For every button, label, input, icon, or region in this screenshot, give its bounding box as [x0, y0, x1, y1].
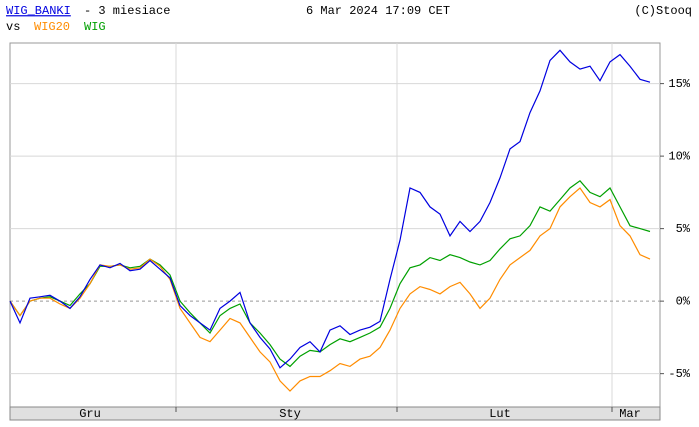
subtitle: - 3 miesiace	[84, 4, 170, 18]
y-tick-label: 10%	[668, 149, 690, 163]
legend-entry[interactable]: WIG20	[34, 20, 70, 34]
series-line	[9, 49, 651, 369]
y-tick-label: 0%	[676, 294, 691, 308]
x-axis-band	[9, 406, 661, 421]
source: (C)Stooq	[634, 4, 692, 18]
y-tick-label: 15%	[668, 77, 690, 91]
y-tick-label: 5%	[676, 222, 691, 236]
x-tick-label: Lut	[489, 407, 511, 421]
x-tick-label: Mar	[619, 407, 641, 421]
x-tick-label: Sty	[279, 407, 301, 421]
legend-entry[interactable]: WIG	[84, 20, 106, 34]
main-series-name[interactable]: WIG_BANKI	[6, 4, 71, 18]
x-tick-label: Gru	[79, 407, 101, 421]
y-tick-label: -5%	[668, 367, 690, 381]
timestamp: 6 Mar 2024 17:09 CET	[306, 4, 450, 18]
compare-label: vs	[6, 20, 20, 34]
